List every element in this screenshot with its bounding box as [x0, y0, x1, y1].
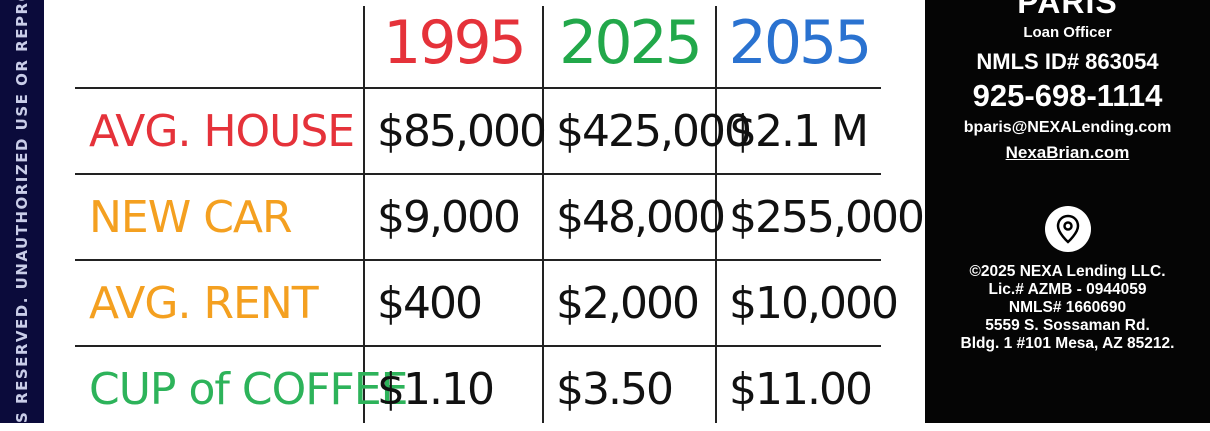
company-footer: ©2025 NEXA Lending LLC. Lic.# AZMB - 094…: [925, 263, 1210, 353]
footer-line: NMLS# 1660690: [1008, 299, 1127, 316]
website-link[interactable]: NexaBrian.com: [1005, 143, 1130, 162]
price-comparison-table: 1995 2025 2055 AVG. HOUSE $85,000 $425,000 $2.…: [75, 0, 925, 423]
nmls-id: NMLS ID# 863054: [976, 49, 1159, 74]
price-cell: $48,000: [556, 191, 726, 243]
row-divider: [75, 87, 881, 89]
price-cell: $400: [377, 277, 483, 329]
price-cell: $2,000: [556, 277, 700, 329]
column-divider: [542, 6, 544, 423]
row-divider: [75, 259, 881, 261]
price-cell: $85,000: [377, 105, 547, 157]
price-cell: $2.1 M: [729, 105, 869, 157]
officer-name: PARIS: [1017, 0, 1118, 20]
footer-line: 5559 S. Sossaman Rd.: [985, 317, 1150, 334]
price-cell: $11.00: [729, 363, 873, 415]
year-header: 1995: [383, 8, 527, 78]
column-divider: [715, 6, 717, 423]
row-divider: [75, 345, 881, 347]
map-pin-icon: [925, 206, 1210, 252]
price-cell: $425,000: [556, 105, 752, 157]
footer-line: Bldg. 1 #101 Mesa, AZ 85212.: [960, 335, 1175, 352]
price-cell: $255,000: [729, 191, 925, 243]
price-cell: $3.50: [556, 363, 674, 415]
officer-title: Loan Officer: [1023, 24, 1112, 41]
footer-line: ©2025 NEXA Lending LLC.: [969, 263, 1166, 280]
footer-line: Lic.# AZMB - 0944059: [988, 281, 1147, 298]
year-header: 2025: [559, 8, 703, 78]
phone-number[interactable]: 925-698-1114: [972, 78, 1163, 113]
row-divider: [75, 173, 881, 175]
row-label: CUP of COFFEE: [89, 363, 408, 415]
column-divider: [363, 6, 365, 423]
row-label: NEW CAR: [89, 191, 293, 243]
price-cell: $1.10: [377, 363, 495, 415]
copyright-strip: S RESERVED. UNAUTHORIZED USE OR REPRO: [0, 0, 44, 423]
price-cell: $10,000: [729, 277, 899, 329]
email-link[interactable]: bparis@NEXALending.com: [963, 119, 1172, 136]
loan-officer-card: PARIS Loan Officer NMLS ID# 863054 925-6…: [925, 0, 1210, 423]
price-cell: $9,000: [377, 191, 521, 243]
row-label: AVG. RENT: [89, 277, 319, 329]
year-header: 2055: [728, 8, 873, 78]
copyright-text: S RESERVED. UNAUTHORIZED USE OR REPRO: [13, 0, 31, 423]
row-label: AVG. HOUSE: [89, 105, 355, 157]
